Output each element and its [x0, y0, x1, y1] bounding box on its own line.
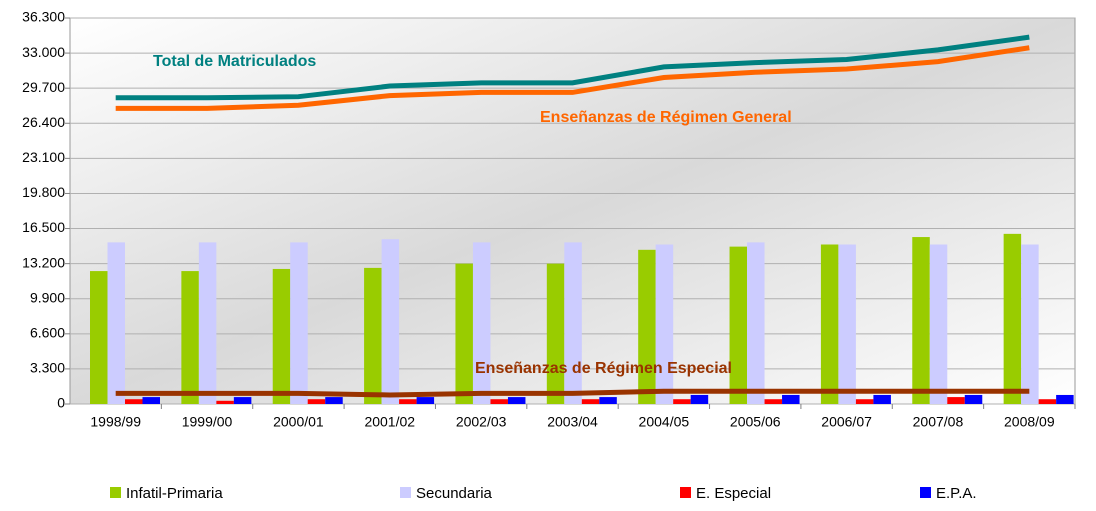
x-tick-label: 2008/09	[1004, 414, 1055, 430]
bar	[416, 397, 435, 404]
bar	[747, 242, 765, 404]
bar	[855, 399, 874, 404]
bar	[581, 399, 600, 404]
x-tick-label: 2002/03	[456, 414, 507, 430]
line	[115, 45, 1030, 111]
bar	[399, 399, 417, 404]
line	[115, 34, 1030, 101]
bar	[216, 400, 234, 404]
legend-label: Infatil-Primaria	[126, 485, 223, 502]
bar	[364, 267, 382, 404]
y-tick-label: 13.200	[22, 254, 65, 270]
y-tick-label: 16.500	[22, 219, 65, 235]
bar	[764, 399, 783, 404]
bar	[782, 394, 800, 404]
line-annotation: Total de Matriculados	[153, 53, 316, 70]
y-tick-label: 33.000	[22, 44, 65, 60]
bar	[90, 271, 108, 404]
line-annotation: Enseñanzas de Régimen General	[540, 109, 792, 126]
legend-label: E.P.A.	[936, 485, 977, 502]
y-tick-label: 0	[57, 395, 65, 411]
legend-label: E. Especial	[696, 485, 771, 502]
x-tick-label: 1998/99	[90, 414, 141, 430]
bar	[912, 237, 930, 404]
bar	[564, 242, 582, 404]
bar	[1056, 394, 1074, 404]
legend-swatch	[920, 487, 931, 498]
x-tick-label: 2007/08	[913, 414, 964, 430]
bar	[1003, 233, 1022, 404]
bar	[638, 249, 656, 404]
legend-swatch	[680, 487, 691, 498]
bar	[381, 239, 400, 404]
y-tick-label: 36.300	[22, 9, 65, 25]
bar	[873, 394, 891, 404]
bar	[455, 263, 473, 404]
bar	[1021, 244, 1039, 404]
bar	[507, 397, 526, 404]
bar	[307, 399, 326, 404]
bar	[198, 242, 217, 404]
y-tick-label: 19.800	[22, 184, 65, 200]
bar	[125, 399, 143, 404]
legend-swatch	[110, 487, 121, 498]
line	[115, 388, 1030, 398]
bar	[233, 397, 252, 404]
bar	[655, 244, 674, 404]
x-tick-label: 1999/00	[182, 414, 233, 430]
x-tick-label: 2003/04	[547, 414, 598, 430]
bar	[107, 242, 125, 404]
x-tick-label: 2000/01	[273, 414, 324, 430]
y-tick-label: 29.700	[22, 79, 65, 95]
y-tick-label: 6.600	[30, 325, 65, 341]
y-tick-label: 3.300	[30, 360, 65, 376]
y-tick-label: 26.400	[22, 114, 65, 130]
bar	[142, 397, 160, 404]
bar	[472, 242, 491, 404]
x-tick-label: 2006/07	[821, 414, 872, 430]
x-tick-label: 2004/05	[639, 414, 690, 430]
bar	[964, 394, 983, 404]
bar	[290, 242, 308, 404]
bar	[490, 399, 508, 404]
bar	[673, 399, 691, 404]
bar	[1038, 399, 1057, 404]
bar	[272, 268, 291, 404]
legend-swatch	[400, 487, 411, 498]
bar	[546, 263, 565, 404]
y-tick-label: 23.100	[22, 149, 65, 165]
line-annotation: Enseñanzas de Régimen Especial	[475, 360, 732, 377]
bar	[729, 246, 748, 404]
bar	[690, 394, 709, 404]
bar	[820, 244, 839, 404]
bar	[181, 271, 199, 404]
legend-label: Secundaria	[416, 485, 493, 502]
bar	[838, 244, 856, 404]
bar	[929, 244, 948, 404]
bar	[947, 397, 965, 404]
bar	[325, 397, 343, 404]
x-tick-label: 2005/06	[730, 414, 781, 430]
bar	[599, 397, 617, 404]
x-tick-label: 2001/02	[364, 414, 415, 430]
y-tick-label: 9.900	[30, 289, 65, 305]
